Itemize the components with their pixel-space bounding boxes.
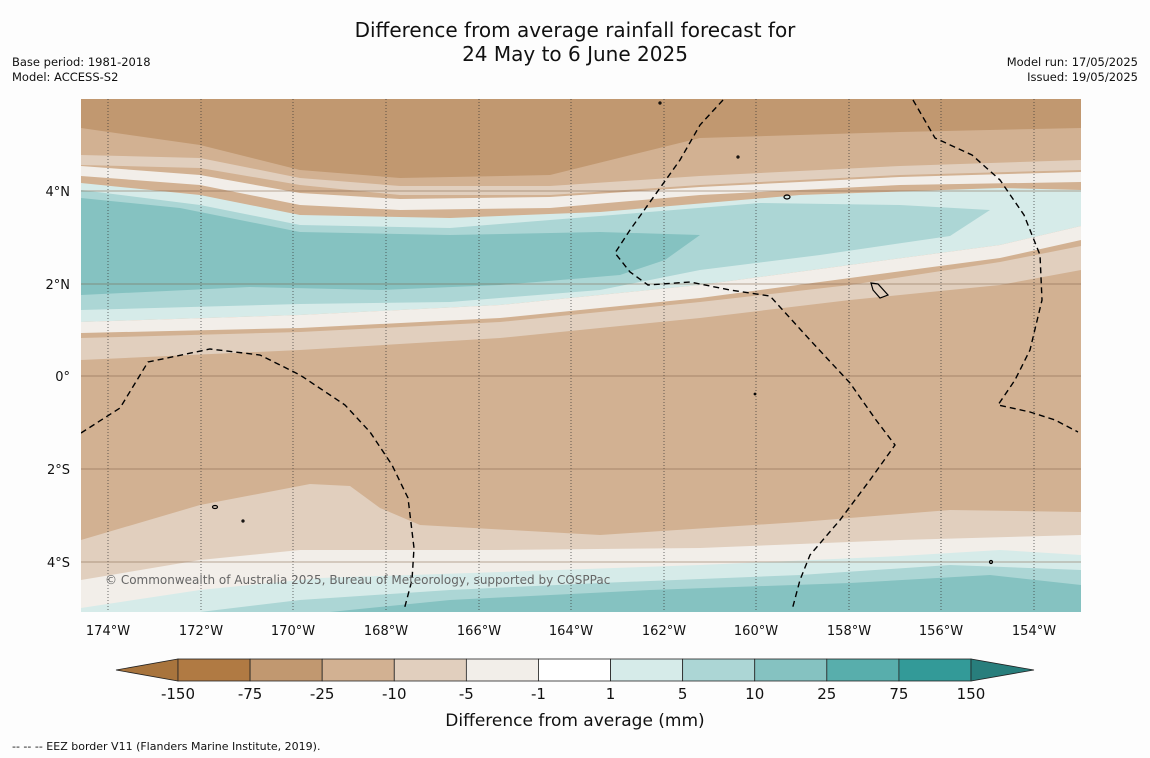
colorbar-segment — [177, 658, 251, 682]
island-3 — [211, 504, 219, 510]
colorbar-tick-label: -10 — [382, 685, 407, 703]
band-south-minus10-upper — [81, 246, 1081, 360]
colorbar-segment — [754, 658, 828, 682]
island-8 — [753, 392, 757, 396]
title-line-2: 24 May to 6 June 2025 — [462, 42, 688, 66]
colorbar-tick-label: 75 — [889, 685, 908, 703]
lon-tick-label: 160°W — [734, 624, 778, 639]
lat-tick-label: 2°N — [46, 278, 71, 293]
colorbar-tick-label: 150 — [957, 685, 986, 703]
colorbar-segment — [898, 658, 972, 682]
colorbar: -150 -75 -25 -10 -5 -1 1 5 10 25 75 150 — [115, 658, 1035, 703]
lon-tick-label: 156°W — [919, 624, 963, 639]
lon-tick-label: 172°W — [179, 624, 223, 639]
colorbar-tick-label: -5 — [459, 685, 474, 703]
lat-tick-label: 4°S — [47, 556, 70, 571]
rainfall-anomaly-map: © Commonwealth of Australia 2025, Bureau… — [81, 99, 1081, 612]
colorbar-tick-label: 25 — [817, 685, 836, 703]
lat-tick-label: 2°S — [47, 463, 70, 478]
lon-tick-label: 162°W — [642, 624, 686, 639]
colorbar-tick-label: -1 — [531, 685, 546, 703]
model-run-text: Model run: 17/05/2025 — [1006, 55, 1138, 69]
band-south-plus25 — [330, 575, 1081, 612]
colorbar-segment — [465, 658, 539, 682]
lon-tick-label: 166°W — [457, 624, 501, 639]
islands — [211, 101, 994, 565]
meta-right: Model run: 17/05/2025 Issued: 19/05/2025 — [1007, 55, 1138, 85]
lat-tick-label: 0° — [55, 370, 70, 385]
colorbar-tick-label: -150 — [161, 685, 195, 703]
title-line-1: Difference from average rainfall forecas… — [354, 18, 796, 42]
gridlines — [81, 99, 1081, 612]
island-1 — [783, 194, 791, 200]
eez-borders — [81, 99, 1079, 611]
colorbar-extend-high — [970, 658, 1035, 682]
island-7 — [241, 519, 245, 523]
island-2 — [870, 282, 890, 299]
colorbar-segment — [682, 658, 756, 682]
issued-text: Issued: 19/05/2025 — [1027, 70, 1138, 84]
colorbar-segment — [321, 658, 395, 682]
lon-tick-label: 154°W — [1012, 624, 1056, 639]
lat-axis: 4°N 2°N 0° 2°S 4°S — [46, 185, 71, 571]
lon-tick-label: 174°W — [86, 624, 130, 639]
island-6 — [988, 559, 994, 565]
eez-border-central — [614, 99, 896, 611]
band-plus25 — [81, 198, 700, 295]
eez-border-east — [912, 99, 1079, 433]
band-south-minus5-upper — [81, 226, 1081, 333]
colorbar-segment — [393, 658, 467, 682]
lon-tick-label: 170°W — [271, 624, 315, 639]
lon-tick-label: 164°W — [549, 624, 593, 639]
colorbar-segment — [826, 658, 900, 682]
copyright-text: © Commonwealth of Australia 2025, Bureau… — [105, 573, 610, 587]
colorbar-extend-low — [115, 658, 179, 682]
base-period-text: Base period: 1981-2018 — [12, 55, 151, 69]
colorbar-tick-label: -25 — [310, 685, 335, 703]
lon-axis: 174°W 172°W 170°W 168°W 166°W 164°W 162°W 160°W… — [86, 624, 1056, 639]
band-north-minus10 — [81, 155, 1081, 195]
lon-tick-label: 168°W — [364, 624, 408, 639]
eez-footnote: -- -- -- EEZ border V11 (Flanders Marine… — [12, 740, 321, 753]
colorbar-tick-label: 10 — [745, 685, 764, 703]
colorbar-segment — [249, 658, 323, 682]
chart-title: Difference from average rainfall forecas… — [0, 18, 1150, 66]
meta-left: Base period: 1981-2018 Model: ACCESS-S2 — [12, 55, 151, 85]
model-text: Model: ACCESS-S2 — [12, 70, 119, 84]
lon-tick-label: 158°W — [827, 624, 871, 639]
island-4 — [658, 101, 662, 105]
colorbar-tick-label: 5 — [678, 685, 688, 703]
island-5 — [736, 155, 740, 159]
eez-border-west — [81, 348, 415, 611]
colorbar-segment — [610, 658, 684, 682]
colorbar-title: Difference from average (mm) — [445, 711, 704, 731]
colorbar-segment — [538, 658, 611, 682]
band-north-minus5 — [81, 166, 1081, 210]
lat-tick-label: 4°N — [46, 185, 71, 200]
colorbar-tick-label: -75 — [238, 685, 263, 703]
colorbar-tick-label: 1 — [606, 685, 616, 703]
band-north-minus25 — [81, 99, 1081, 178]
